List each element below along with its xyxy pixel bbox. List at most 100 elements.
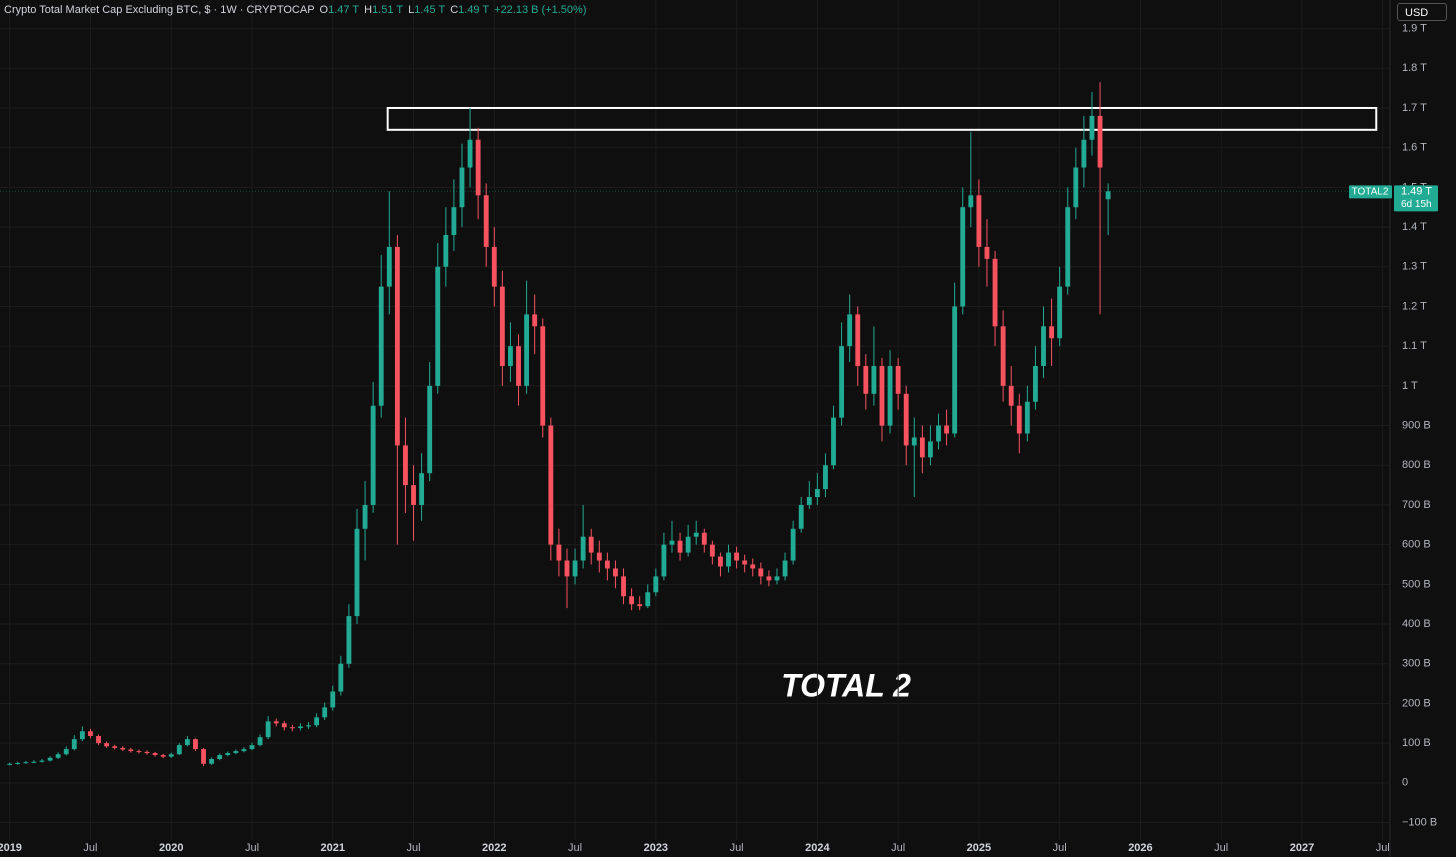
candle-body (524, 314, 530, 386)
candle-body (176, 745, 182, 755)
candle-body (790, 528, 796, 561)
x-tick-label: 2021 (321, 842, 345, 854)
price-tag (1394, 185, 1438, 212)
candle-body (596, 552, 602, 561)
candle-body (855, 314, 861, 367)
y-tick-label: 0 (1402, 777, 1408, 789)
candle-body (750, 564, 756, 569)
candle-body (516, 346, 521, 386)
resistance-box (386, 106, 1378, 131)
x-tick-label: 2027 (1290, 842, 1314, 854)
candle-body (63, 749, 69, 755)
candle-body (944, 425, 950, 434)
candle-body (112, 746, 118, 748)
symbol-label: TOTAL2 (1352, 186, 1389, 197)
candle-body (1105, 191, 1111, 200)
y-tick-label: 1.1 T (1402, 340, 1427, 352)
candle-body (459, 167, 465, 208)
candle-body (120, 747, 126, 750)
candle-body (88, 731, 93, 736)
candle-body (184, 739, 190, 746)
candle-body (758, 568, 764, 577)
candle-body (39, 760, 45, 762)
candle-body (709, 544, 715, 557)
candle-body (265, 721, 271, 738)
candle-body (992, 258, 998, 327)
candle-body (394, 246, 400, 446)
candle-body (653, 576, 659, 593)
candle-body (451, 207, 457, 236)
candle-body (814, 489, 820, 498)
legend-value: 1.45 T (414, 4, 446, 16)
candle-body (960, 207, 966, 307)
x-tick-label: 2025 (967, 842, 991, 854)
x-tick-label: Jul (83, 842, 97, 854)
candle-body (564, 560, 570, 577)
y-tick-label: 700 B (1402, 499, 1431, 511)
candle-body (1065, 207, 1071, 287)
candle-body (1081, 139, 1087, 168)
candle-body (1049, 326, 1055, 339)
candle-body (879, 366, 885, 426)
candle-body (548, 425, 554, 545)
candle-body (128, 749, 134, 752)
candle-body (604, 560, 610, 569)
candle-body (338, 663, 344, 692)
candle-body (403, 445, 408, 486)
candle-body (847, 314, 853, 347)
candle-body (298, 726, 303, 729)
candle-body (661, 544, 667, 577)
x-tick-label: Jul (1214, 842, 1228, 854)
candle-body (160, 755, 166, 757)
candle-body (1024, 401, 1030, 434)
candle-body (322, 707, 328, 718)
candle-body (540, 326, 546, 426)
candle-body (1000, 326, 1006, 386)
candle-body (152, 753, 158, 756)
candle-body (427, 385, 433, 474)
y-tick-label: 600 B (1402, 539, 1431, 551)
legend-change: +22.13 B (+1.50%) (494, 4, 587, 16)
legend-value: 1.51 T (372, 4, 404, 16)
candle-body (201, 749, 206, 764)
candle-body (346, 616, 352, 664)
y-tick-label: 100 B (1402, 737, 1431, 749)
x-tick-label: 2026 (1128, 842, 1152, 854)
x-tick-label: Jul (730, 842, 744, 854)
candle-body (144, 751, 150, 754)
candle-body (168, 754, 174, 757)
price-label: 1.49 T (1401, 186, 1432, 198)
candle-body (411, 485, 416, 505)
candle-body (895, 366, 901, 394)
legend-key: C (450, 4, 459, 16)
x-tick-label: Jul (1376, 842, 1390, 854)
candle-body (839, 346, 845, 418)
candle-body (55, 754, 61, 758)
y-tick-label: 800 B (1402, 459, 1431, 471)
candle-body (306, 725, 311, 727)
candle-body (31, 761, 37, 763)
x-tick-label: Jul (1053, 842, 1067, 854)
candle-body (685, 536, 691, 553)
candle-body (637, 604, 643, 607)
candle-body (225, 753, 231, 756)
y-tick-label: 1 T (1402, 380, 1418, 392)
candle-body (1073, 167, 1079, 208)
candle-body (1089, 115, 1095, 140)
symbol-tag (1349, 185, 1392, 199)
x-tick-label: 2024 (805, 842, 830, 854)
y-tick-label: 1.3 T (1402, 261, 1427, 273)
y-tick-label: 1.9 T (1402, 22, 1427, 34)
candle-body (1016, 405, 1022, 434)
candle-body (613, 568, 618, 577)
legend-value: 1.47 T (328, 4, 360, 16)
candle-body (976, 195, 982, 247)
annotation: TOTAL 2 (781, 667, 911, 703)
candle-body (475, 139, 481, 196)
currency-button[interactable]: USD (1397, 3, 1447, 21)
candle-body (419, 473, 425, 505)
candle-body (443, 235, 449, 267)
candle-body (693, 532, 699, 537)
